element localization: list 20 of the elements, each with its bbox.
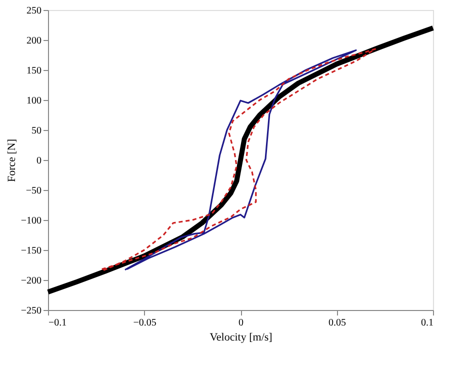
y-tick-label: 50 [32,126,42,136]
y-tick-label: −250 [20,306,42,316]
x-tick-label: 0.05 [328,318,346,328]
y-tick-label: −50 [26,186,42,196]
x-tick-label: −0.1 [48,318,67,328]
y-tick-label: 0 [36,156,42,166]
x-tick-label: 0 [238,318,244,328]
y-tick-label: −100 [20,216,42,226]
x-tick-label: 0.1 [421,318,434,328]
x-tick-label: −0.05 [133,318,156,328]
line-series [124,49,357,271]
line-series [101,48,376,272]
y-tick-label: 200 [26,36,42,46]
x-axis-title: Velocity [m/s] [210,332,272,344]
y-tick-label: 150 [26,66,42,76]
y-axis-title: Force [N] [6,138,18,182]
y-tick-label: 100 [26,96,42,106]
y-tick-label: −200 [20,276,42,286]
y-tick-label: 250 [26,6,42,16]
y-tick-label: −150 [20,246,42,256]
